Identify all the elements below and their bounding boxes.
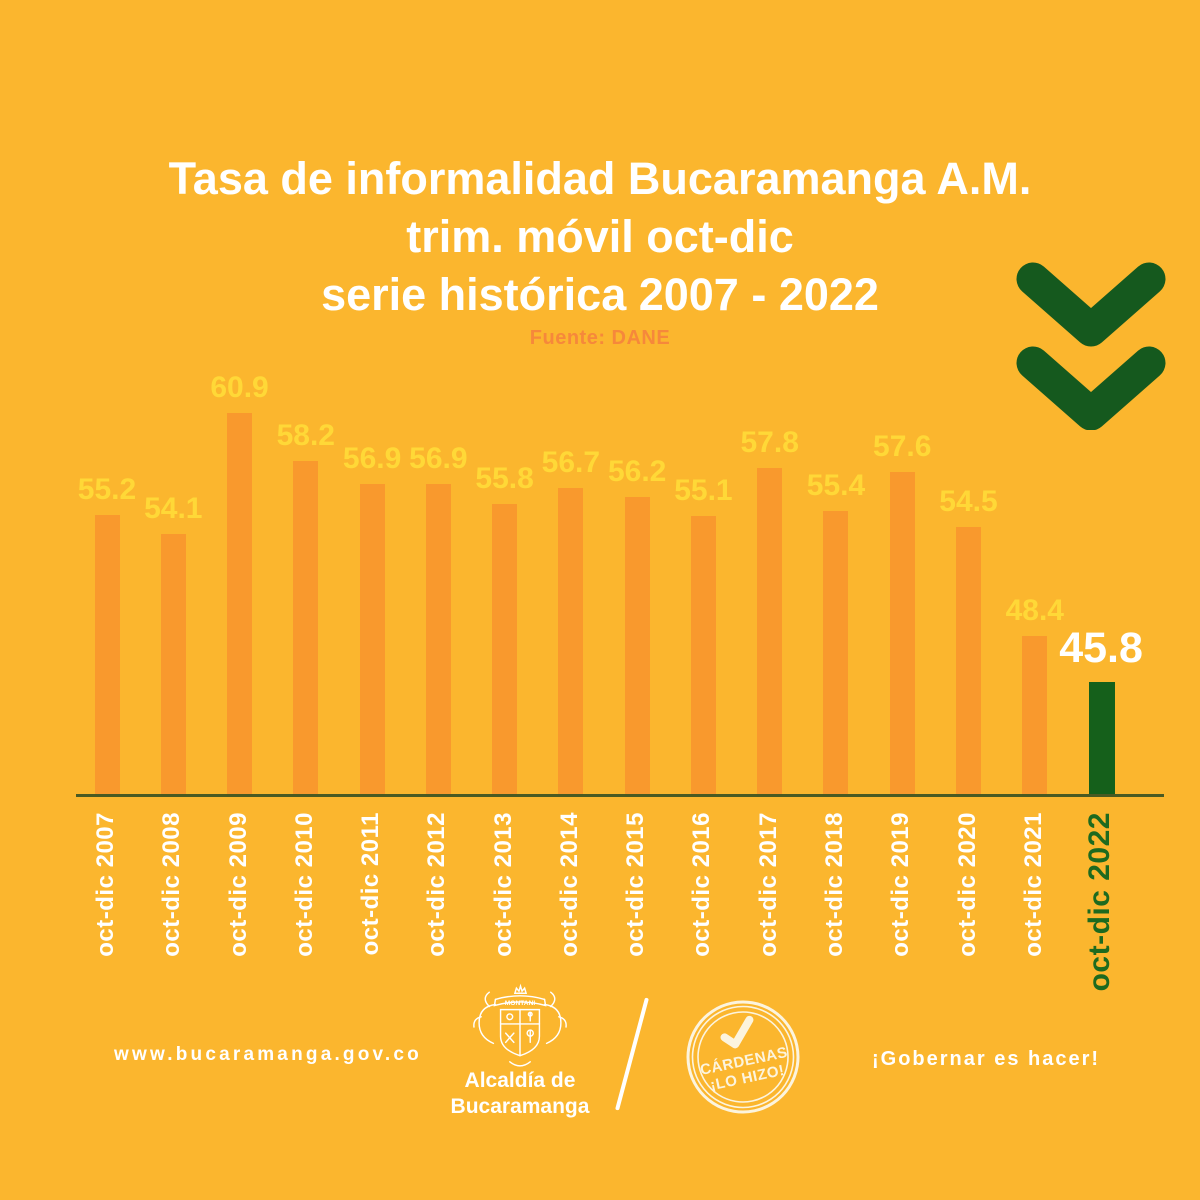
cardenas-lo-hizo-stamp: CÁRDENAS ¡LO HIZO!: [684, 998, 802, 1121]
bar-oct-dic-2012: [425, 484, 451, 794]
bar-oct-dic-2009: [227, 413, 253, 794]
crest-banner-text: MONTANI: [505, 1000, 536, 1007]
x-axis-label-oct-dic-2021: oct-dic 2021: [1019, 812, 1047, 957]
value-label-oct-dic-2010: 58.2: [276, 419, 335, 452]
title-line-3: serie histórica 2007 - 2022: [321, 269, 879, 320]
bar-oct-dic-2015: [624, 497, 650, 794]
x-axis-label-oct-dic-2010: oct-dic 2010: [290, 812, 318, 957]
x-axis-label-oct-dic-2014: oct-dic 2014: [555, 812, 583, 957]
bar-oct-dic-2014: [558, 488, 584, 794]
bar-oct-dic-2016: [690, 516, 716, 794]
value-label-oct-dic-2015: 56.2: [607, 455, 667, 488]
website-url: www.bucaramanga.gov.co: [114, 1044, 422, 1065]
bar-oct-dic-2018: [823, 511, 849, 794]
check-icon: [720, 1015, 754, 1049]
bar-oct-dic-2011: [359, 484, 385, 794]
bar-oct-dic-2008: [160, 534, 186, 794]
bar-oct-dic-2013: [492, 504, 518, 794]
bar-oct-dic-2007: [94, 515, 120, 794]
value-label-oct-dic-2018: 55.4: [806, 469, 866, 502]
value-label-oct-dic-2019: 57.6: [873, 430, 932, 463]
x-axis-label-oct-dic-2019: oct-dic 2019: [887, 812, 915, 957]
value-label-oct-dic-2014: 56.7: [541, 446, 601, 479]
double-chevron-down-icon: [1016, 262, 1166, 435]
value-label-oct-dic-2013: 55.8: [475, 462, 534, 495]
value-label-oct-dic-2007: 55.2: [77, 473, 137, 506]
x-axis-label-oct-dic-2017: oct-dic 2017: [754, 812, 782, 957]
value-label-oct-dic-2021: 48.4: [1005, 594, 1064, 627]
x-axis-label-oct-dic-2013: oct-dic 2013: [489, 812, 517, 957]
divider-slash: [615, 997, 649, 1111]
crest-caption-line-1: Alcaldía de: [464, 1069, 576, 1092]
title-line-1: Tasa de informalidad Bucaramanga A.M.: [168, 153, 1032, 204]
crest-caption-line-2: Bucaramanga: [450, 1095, 590, 1118]
value-label-oct-dic-2012: 56.9: [409, 442, 468, 475]
value-label-oct-dic-2011: 56.9: [342, 442, 402, 475]
x-axis-label-oct-dic-2015: oct-dic 2015: [622, 812, 650, 957]
source-label: Fuente: DANE: [529, 327, 671, 349]
x-axis-label-oct-dic-2011: oct-dic 2011: [357, 812, 385, 956]
value-label-oct-dic-2009: 60.9: [210, 371, 269, 404]
value-label-oct-dic-2017: 57.8: [740, 426, 799, 459]
x-axis-line: [76, 794, 1164, 797]
bar-oct-dic-2021: [1022, 636, 1048, 794]
x-axis-label-oct-dic-2020: oct-dic 2020: [953, 812, 981, 957]
x-axis-label-oct-dic-2008: oct-dic 2008: [158, 812, 186, 957]
value-label-oct-dic-2020: 54.5: [939, 485, 998, 518]
value-label-oct-dic-2008: 54.1: [144, 492, 203, 525]
bar-oct-dic-2019: [889, 472, 915, 794]
title-line-2: trim. móvil oct-dic: [406, 211, 794, 262]
chart-title: Tasa de informalidad Bucaramanga A.M. tr…: [0, 150, 1200, 324]
bar-oct-dic-2010: [293, 461, 319, 794]
x-axis-label-oct-dic-2012: oct-dic 2012: [423, 812, 451, 957]
x-axis-label-oct-dic-2018: oct-dic 2018: [820, 812, 848, 957]
bar-oct-dic-2020: [956, 527, 981, 794]
bar-oct-dic-2022: [1088, 682, 1115, 794]
x-axis-label-oct-dic-2022: oct-dic 2022: [1083, 812, 1117, 992]
x-axis-label-oct-dic-2016: oct-dic 2016: [688, 812, 716, 957]
value-label-oct-dic-2022: 45.8: [1059, 624, 1143, 672]
x-axis-label-oct-dic-2007: oct-dic 2007: [92, 812, 119, 957]
value-label-oct-dic-2016: 55.1: [674, 474, 733, 507]
bar-oct-dic-2017: [757, 468, 783, 794]
slogan-text: ¡Gobernar es hacer!: [872, 1048, 1101, 1070]
bucaramanga-coat-of-arms-icon: MONTANI: [458, 982, 582, 1077]
crest-caption: Alcaldía de Bucaramanga: [430, 1068, 610, 1120]
x-axis-label-oct-dic-2009: oct-dic 2009: [224, 812, 252, 957]
